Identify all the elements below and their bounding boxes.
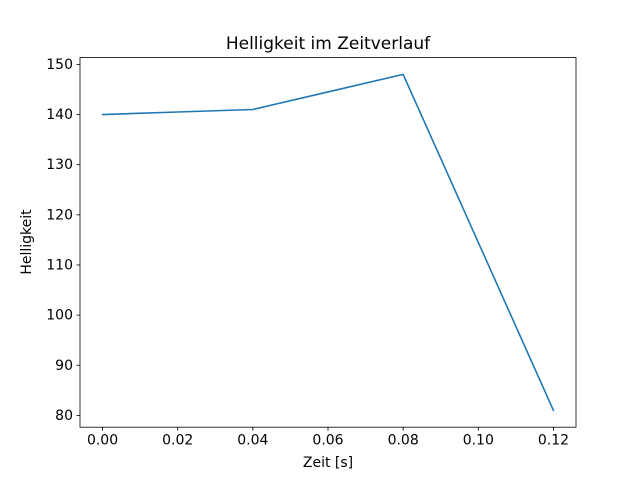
x-tick-label: 0.02	[162, 433, 193, 449]
y-tick-label: 150	[46, 57, 73, 73]
y-tick-label: 120	[46, 207, 73, 223]
chart-title: Helligkeit im Zeitverlauf	[225, 34, 431, 54]
x-tick-label: 0.04	[237, 433, 268, 449]
y-tick-label: 90	[55, 358, 73, 374]
x-tick-label: 0.10	[463, 433, 494, 449]
x-tick-label: 0.08	[388, 433, 419, 449]
y-axis-label: Helligkeit	[19, 209, 35, 275]
y-tick-label: 140	[46, 107, 73, 123]
plot-frame	[79, 57, 577, 428]
x-axis-label: Zeit [s]	[302, 455, 354, 471]
y-tick-label: 80	[55, 408, 73, 424]
x-tick-label: 0.06	[312, 433, 343, 449]
y-tick-label: 100	[46, 308, 73, 324]
x-tick-label: 0.00	[87, 433, 118, 449]
x-tick-label: 0.12	[538, 433, 569, 449]
data-line	[101, 73, 555, 412]
y-tick-label: 130	[46, 157, 73, 173]
y-tick-label: 110	[46, 257, 73, 273]
